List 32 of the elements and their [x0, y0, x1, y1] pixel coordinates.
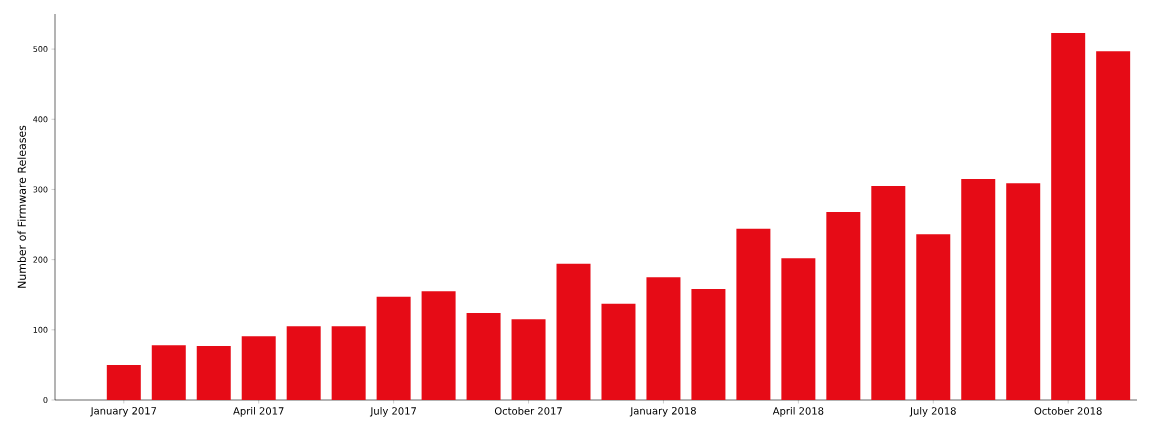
- bar: [601, 303, 636, 400]
- bar: [781, 258, 816, 400]
- bar: [556, 263, 591, 400]
- bar: [466, 312, 501, 400]
- x-tick-label: January 2017: [90, 406, 157, 417]
- bar: [331, 326, 366, 400]
- bar: [1051, 32, 1086, 400]
- bar: [376, 296, 411, 400]
- x-tick-label: April 2017: [233, 407, 284, 417]
- bar: [871, 185, 906, 400]
- bar: [151, 345, 186, 400]
- x-tick-label: July 2017: [369, 407, 416, 417]
- x-tick-label: April 2018: [772, 407, 824, 417]
- bar: [106, 364, 141, 400]
- bar: [196, 345, 231, 400]
- y-axis-title: Number of Firmware Releases: [17, 125, 26, 288]
- bar: [646, 277, 681, 400]
- bar: [736, 228, 771, 400]
- x-tick-label: July 2018: [909, 407, 956, 417]
- bar: [1096, 51, 1131, 400]
- bar: [286, 326, 321, 400]
- bar: [961, 178, 996, 400]
- x-tick-label: January 2018: [629, 406, 696, 417]
- x-tick-label: October 2017: [494, 407, 562, 415]
- bar: [421, 291, 456, 400]
- bar: [511, 319, 546, 400]
- bar: [916, 234, 951, 400]
- bar: [1006, 183, 1041, 400]
- x-tick-label: October 2018: [1034, 407, 1102, 415]
- bar: [241, 336, 276, 400]
- bar: [826, 211, 861, 400]
- bar: [691, 289, 726, 400]
